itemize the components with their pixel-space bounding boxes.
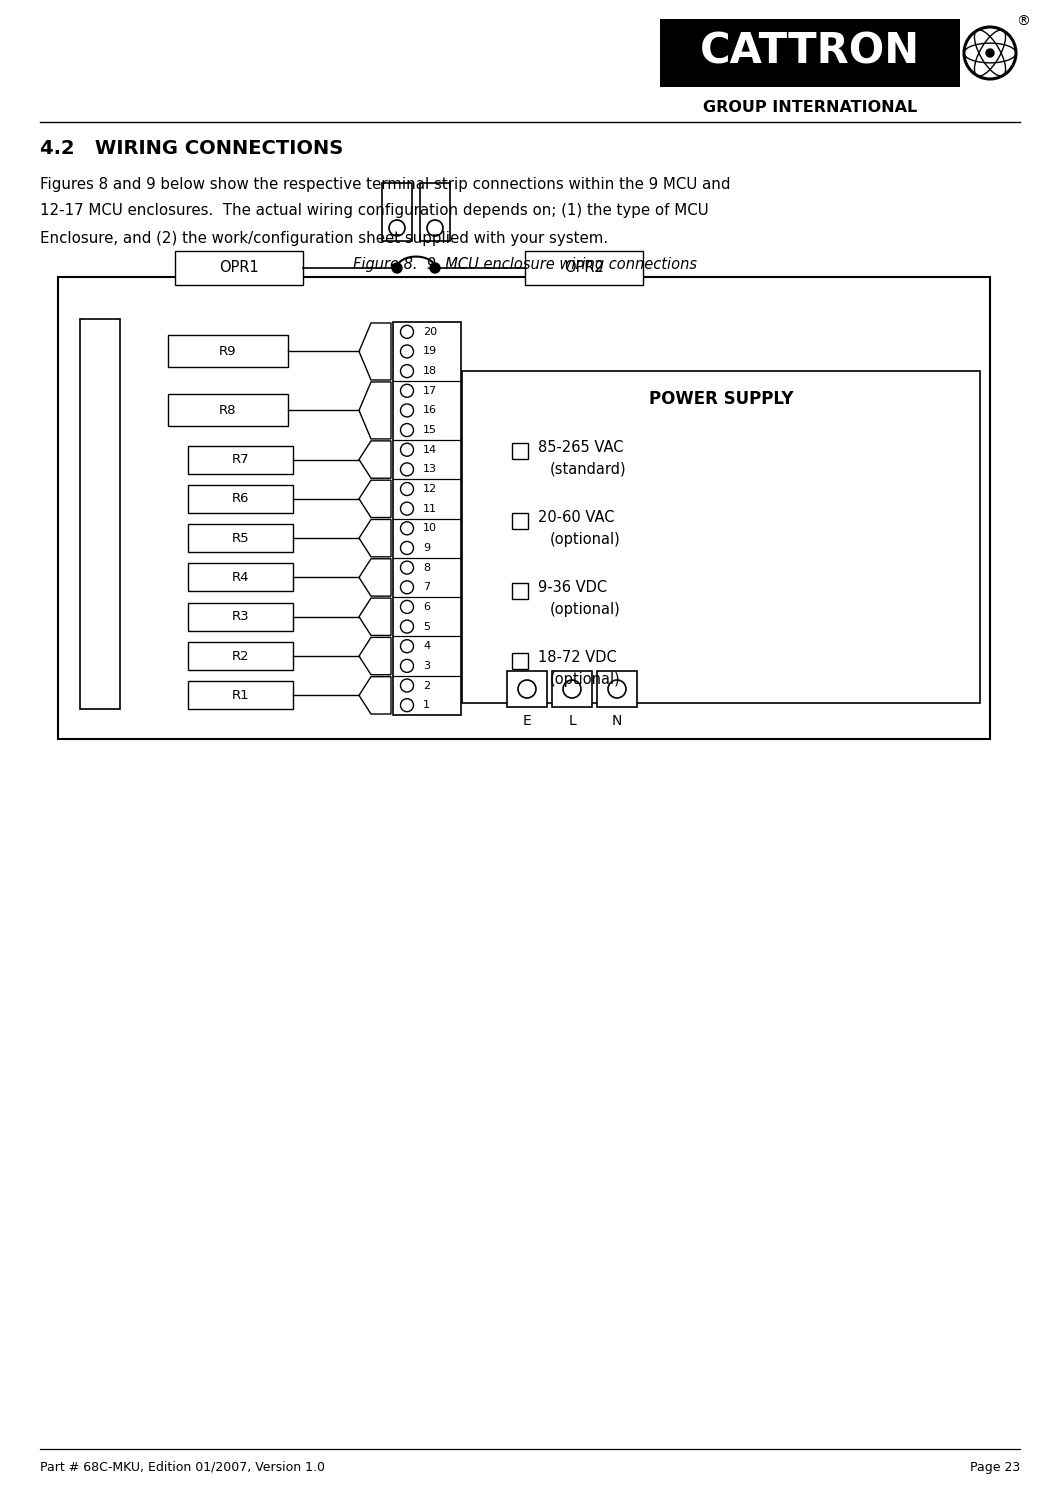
Text: 85-265 VAC: 85-265 VAC (538, 440, 624, 455)
Bar (188, 446, 293, 473)
Text: 11: 11 (423, 504, 437, 513)
Text: 17: 17 (423, 385, 437, 396)
Text: R3: R3 (232, 610, 249, 623)
Text: 10: 10 (423, 523, 437, 534)
Text: OPR1: OPR1 (219, 260, 259, 275)
Text: 13: 13 (423, 464, 437, 474)
Text: 2: 2 (423, 681, 430, 690)
Bar (507, 671, 547, 706)
Text: 7: 7 (423, 583, 430, 592)
Text: (optional): (optional) (550, 532, 621, 547)
Text: Figures 8 and 9 below show the respective terminal strip connections within the : Figures 8 and 9 below show the respectiv… (40, 177, 731, 192)
Text: POWER SUPPLY: POWER SUPPLY (649, 390, 793, 407)
Bar (462, 372, 980, 703)
Text: Page 23: Page 23 (970, 1460, 1020, 1474)
Polygon shape (359, 638, 391, 675)
Bar (188, 523, 293, 552)
Circle shape (986, 49, 994, 57)
Bar (188, 681, 293, 709)
Text: OPR2: OPR2 (564, 260, 604, 275)
Text: CATTRON: CATTRON (700, 30, 920, 71)
Polygon shape (359, 559, 391, 596)
Text: 19: 19 (423, 346, 437, 357)
Text: 1: 1 (423, 700, 430, 711)
Text: 12-17 MCU enclosures.  The actual wiring configuration depends on; (1) the type : 12-17 MCU enclosures. The actual wiring … (40, 204, 709, 219)
Bar (58, 277, 990, 739)
Text: 3: 3 (423, 660, 430, 671)
Bar (552, 671, 592, 706)
Text: 16: 16 (423, 406, 437, 415)
Text: Part # 68C-MKU, Edition 01/2007, Version 1.0: Part # 68C-MKU, Edition 01/2007, Version… (40, 1460, 326, 1474)
Text: 5: 5 (423, 622, 430, 632)
Text: 14: 14 (423, 445, 437, 455)
Text: R5: R5 (232, 532, 249, 544)
Polygon shape (359, 440, 391, 479)
Polygon shape (359, 323, 391, 381)
Polygon shape (359, 480, 391, 517)
Text: R8: R8 (219, 404, 236, 416)
Text: 4.2   WIRING CONNECTIONS: 4.2 WIRING CONNECTIONS (40, 140, 343, 159)
Circle shape (430, 263, 440, 274)
Text: 18: 18 (423, 366, 437, 376)
Bar (512, 583, 528, 599)
Text: R9: R9 (219, 345, 236, 358)
Bar (660, 19, 960, 88)
Bar (168, 394, 288, 427)
Text: R4: R4 (232, 571, 249, 584)
Polygon shape (359, 382, 391, 439)
Text: R1: R1 (232, 688, 249, 702)
Circle shape (392, 263, 402, 274)
Text: (standard): (standard) (550, 461, 627, 477)
Text: 12: 12 (423, 485, 437, 494)
Text: 20-60 VAC: 20-60 VAC (538, 510, 614, 525)
Text: (optional): (optional) (550, 602, 621, 617)
Text: 9: 9 (423, 543, 430, 553)
Bar (188, 602, 293, 630)
Text: 18-72 VDC: 18-72 VDC (538, 650, 616, 665)
Bar (382, 183, 412, 241)
Text: ®: ® (1016, 15, 1030, 30)
Bar (175, 251, 303, 286)
Text: 6: 6 (423, 602, 430, 613)
Bar (188, 642, 293, 671)
Bar (420, 183, 450, 241)
Bar (512, 653, 528, 669)
Text: L: L (568, 714, 575, 729)
Polygon shape (359, 519, 391, 556)
Bar (188, 485, 293, 513)
Bar (597, 671, 637, 706)
Bar (80, 320, 120, 709)
Text: 15: 15 (423, 425, 437, 436)
Text: Enclosure, and (2) the work/configuration sheet supplied with your system.: Enclosure, and (2) the work/configuratio… (40, 230, 608, 245)
Text: E: E (523, 714, 531, 729)
Bar (168, 336, 288, 367)
Polygon shape (359, 677, 391, 714)
Text: 20: 20 (423, 327, 437, 338)
Text: GROUP INTERNATIONAL: GROUP INTERNATIONAL (702, 100, 917, 114)
Polygon shape (359, 598, 391, 635)
Text: R7: R7 (232, 454, 249, 465)
Bar (512, 443, 528, 459)
Text: 4: 4 (423, 641, 430, 651)
Bar (512, 513, 528, 529)
Text: Figure 8.  9  MCU enclosure wiring connections: Figure 8. 9 MCU enclosure wiring connect… (353, 257, 697, 272)
Bar (188, 564, 293, 592)
Text: R2: R2 (232, 650, 249, 663)
Bar (525, 251, 643, 286)
Bar (393, 323, 461, 715)
Text: N: N (612, 714, 623, 729)
Text: R6: R6 (232, 492, 249, 506)
Text: 8: 8 (423, 562, 430, 572)
Text: (optional): (optional) (550, 672, 621, 687)
Text: 9-36 VDC: 9-36 VDC (538, 580, 607, 595)
